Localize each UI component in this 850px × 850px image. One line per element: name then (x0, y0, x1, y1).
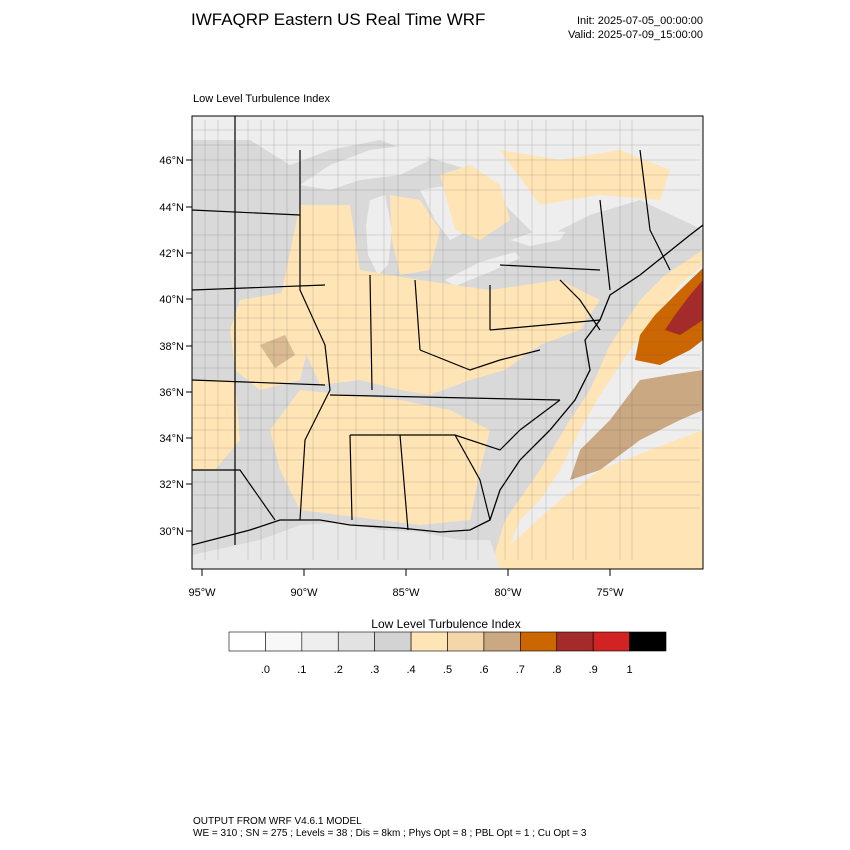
init-time: Init: 2025-07-05_00:00:00 (577, 15, 703, 27)
boundary-9 (329, 394, 561, 401)
ocean-high (635, 268, 703, 365)
quebec-low-region (500, 150, 670, 205)
boundary-18 (559, 279, 601, 331)
colorbar-swatch (410, 631, 448, 652)
boundary-2 (192, 209, 301, 216)
arkansas-medium-patch (260, 335, 295, 368)
west-low-region (230, 290, 310, 390)
colorbar-swatch (374, 631, 412, 652)
lat-label-40: 40°N (159, 294, 184, 306)
run-time-info: Init: 2025-07-05_00:00:00 Valid: 2025-07… (568, 14, 703, 42)
colorbar-label: .8 (552, 664, 561, 676)
lon-label-85: 85°W (392, 587, 420, 599)
boundary-6 (369, 274, 373, 391)
colorbar-swatch (337, 631, 375, 652)
ocean-medium (570, 370, 703, 480)
lat-label-42: 42°N (159, 248, 184, 260)
colorbar-swatch (483, 631, 521, 652)
colorbar (228, 631, 667, 652)
model-info-line2: WE = 310 ; SN = 275 ; Levels = 38 ; Dis … (193, 828, 587, 839)
lon-label-90: 90°W (290, 587, 318, 599)
lat-label-44: 44°N (159, 202, 184, 214)
colorbar-swatch (592, 631, 630, 652)
lat-label-46: 46°N (159, 155, 184, 167)
lat-axis: 46°N 44°N 42°N 40°N 38°N 36°N 34°N 32°N … (159, 155, 192, 538)
lat-label-30: 30°N (159, 526, 184, 538)
colorbar-swatch (265, 631, 303, 652)
colorbar-label: .7 (516, 664, 525, 676)
boundary-19 (192, 469, 276, 521)
county-grid-h (192, 129, 700, 509)
colorbar-swatch (228, 631, 266, 652)
model-info-line1: OUTPUT FROM WRF V4.6.1 MODEL (193, 816, 362, 827)
boundary-10 (350, 399, 561, 451)
lon-label-75: 75°W (596, 587, 624, 599)
lake-superior (300, 145, 430, 190)
lat-label-38: 38°N (159, 341, 184, 353)
lake-erie (445, 252, 520, 286)
county-grid-v (204, 120, 633, 560)
map-area (192, 116, 703, 569)
boundary-13 (454, 434, 491, 521)
colorbar-label: 1 (627, 664, 633, 676)
colorbar-swatch (556, 631, 594, 652)
south-low-region (270, 390, 490, 525)
canada-low-region (440, 165, 510, 240)
lat-label-36: 36°N (159, 387, 184, 399)
colorbar-label: .2 (334, 664, 343, 676)
plot-title: IWFAQRP Eastern US Real Time WRF (191, 10, 486, 29)
valid-time: Valid: 2025-07-09_15:00:00 (568, 29, 703, 41)
texas-low-region (192, 380, 240, 470)
map-frame (191, 115, 704, 570)
county-lines (192, 120, 700, 560)
model-info: OUTPUT FROM WRF V4.6.1 MODEL WE = 310 ; … (193, 816, 586, 840)
colorbar-labels: .0 .1 .2 .3 .4 .5 .6 .7 .8 .9 1 (261, 664, 633, 676)
gulf-of-mexico (192, 522, 500, 569)
colorbar-label: .3 (370, 664, 379, 676)
lon-label-95: 95°W (188, 587, 216, 599)
boundary-5 (299, 150, 331, 521)
midwest-low-region (280, 205, 600, 395)
boundary-14 (489, 319, 601, 331)
boundary-3 (192, 284, 326, 291)
colorbar-swatch (520, 631, 558, 652)
colorbar-swatch (447, 631, 485, 652)
boundary-12 (399, 434, 409, 531)
colorbar-label: .4 (406, 664, 415, 676)
boundary-7 (414, 279, 421, 351)
ocean-very-high (665, 280, 703, 335)
lon-axis: 95°W 90°W 85°W 80°W 75°W (188, 569, 624, 599)
colorbar-label: .0 (261, 664, 270, 676)
colorbar-swatch (629, 631, 667, 652)
state-boundaries (192, 116, 671, 545)
colorbar-title: Low Level Turbulence Index (371, 617, 521, 631)
colorbar-label: .9 (589, 664, 598, 676)
lat-label-32: 32°N (159, 479, 184, 491)
colorbar-swatch (301, 631, 339, 652)
lat-label-34: 34°N (159, 433, 184, 445)
boundary-4 (192, 379, 326, 386)
canada-region (192, 116, 703, 240)
lon-label-80: 80°W (494, 587, 522, 599)
lake-ontario (510, 230, 565, 246)
colorbar-label: .6 (479, 664, 488, 676)
boundary-15 (499, 264, 601, 271)
boundary-11 (349, 434, 353, 521)
colorbar-label: .5 (443, 664, 452, 676)
colorbar-label: .1 (297, 664, 306, 676)
map-subtitle: Low Level Turbulence Index (193, 93, 330, 105)
